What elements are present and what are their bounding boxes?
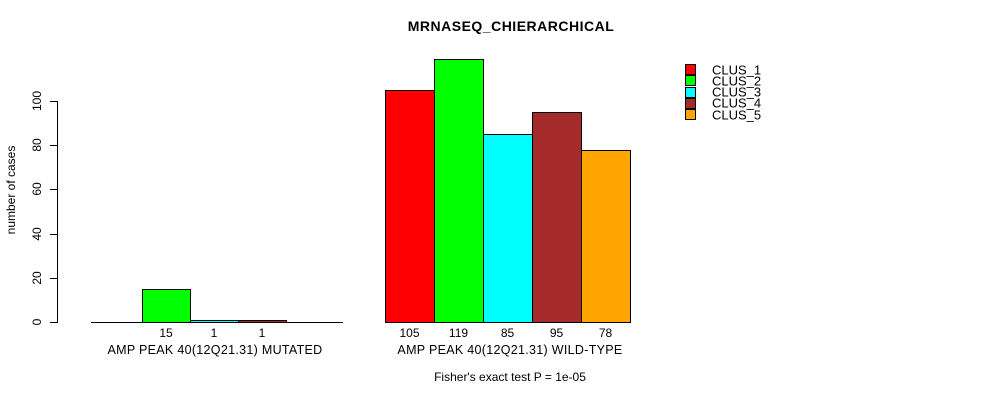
- y-axis-tick-label: 100: [30, 90, 44, 112]
- legend-swatch: [685, 64, 696, 75]
- y-axis-tick: [50, 189, 58, 190]
- y-axis-tick-label: 80: [30, 138, 44, 152]
- bar-value-label: 15: [159, 326, 173, 340]
- y-axis-tick-label: 0: [30, 318, 44, 326]
- bar: [581, 150, 631, 323]
- bar: [434, 59, 484, 323]
- bar-value-label: 119: [448, 326, 469, 340]
- legend-swatch: [685, 75, 696, 87]
- bar-value-label: 78: [598, 326, 613, 340]
- y-axis-tick: [50, 322, 58, 323]
- y-axis-label: number of cases: [4, 145, 18, 235]
- legend-label: CLUS_5: [712, 107, 762, 123]
- legend-swatch: [685, 97, 696, 109]
- legend-label: CLUS_3: [712, 84, 762, 100]
- bar: [385, 90, 435, 323]
- y-axis-tick: [50, 101, 58, 102]
- bar: [238, 320, 287, 323]
- chart-title: MRNASEQ_CHIERARCHICAL: [407, 18, 615, 34]
- y-axis-tick: [50, 234, 58, 235]
- x-group-label-mutated: AMP PEAK 40(12Q21.31) MUTATED: [107, 343, 323, 357]
- y-axis-tick: [50, 145, 58, 146]
- x-group-label-wildtype: AMP PEAK 40(12Q21.31) WILD-TYPE: [397, 343, 623, 357]
- y-axis-line: [57, 101, 58, 323]
- bar: [483, 134, 533, 323]
- legend-label: CLUS_2: [712, 73, 762, 89]
- bar-value-label: 105: [399, 326, 420, 340]
- fisher-test-annotation: Fisher's exact test P = 1e-05: [434, 370, 586, 384]
- legend-swatch: [685, 86, 696, 98]
- bar-value-label: 85: [500, 326, 515, 340]
- bar: [532, 112, 582, 323]
- bar-value-label: 95: [549, 326, 564, 340]
- bar-value-label: 1: [210, 326, 218, 340]
- bar: [142, 289, 191, 323]
- y-axis-tick: [50, 278, 58, 279]
- legend-label: CLUS_4: [712, 95, 762, 111]
- legend-label: CLUS_1: [712, 62, 762, 77]
- bar-value-label: 1: [258, 326, 266, 340]
- y-axis-tick-label: 60: [30, 182, 44, 196]
- y-axis-tick-label: 40: [30, 227, 44, 241]
- bar: [190, 320, 239, 323]
- y-axis-tick-label: 20: [30, 271, 44, 285]
- legend-swatch: [685, 109, 696, 121]
